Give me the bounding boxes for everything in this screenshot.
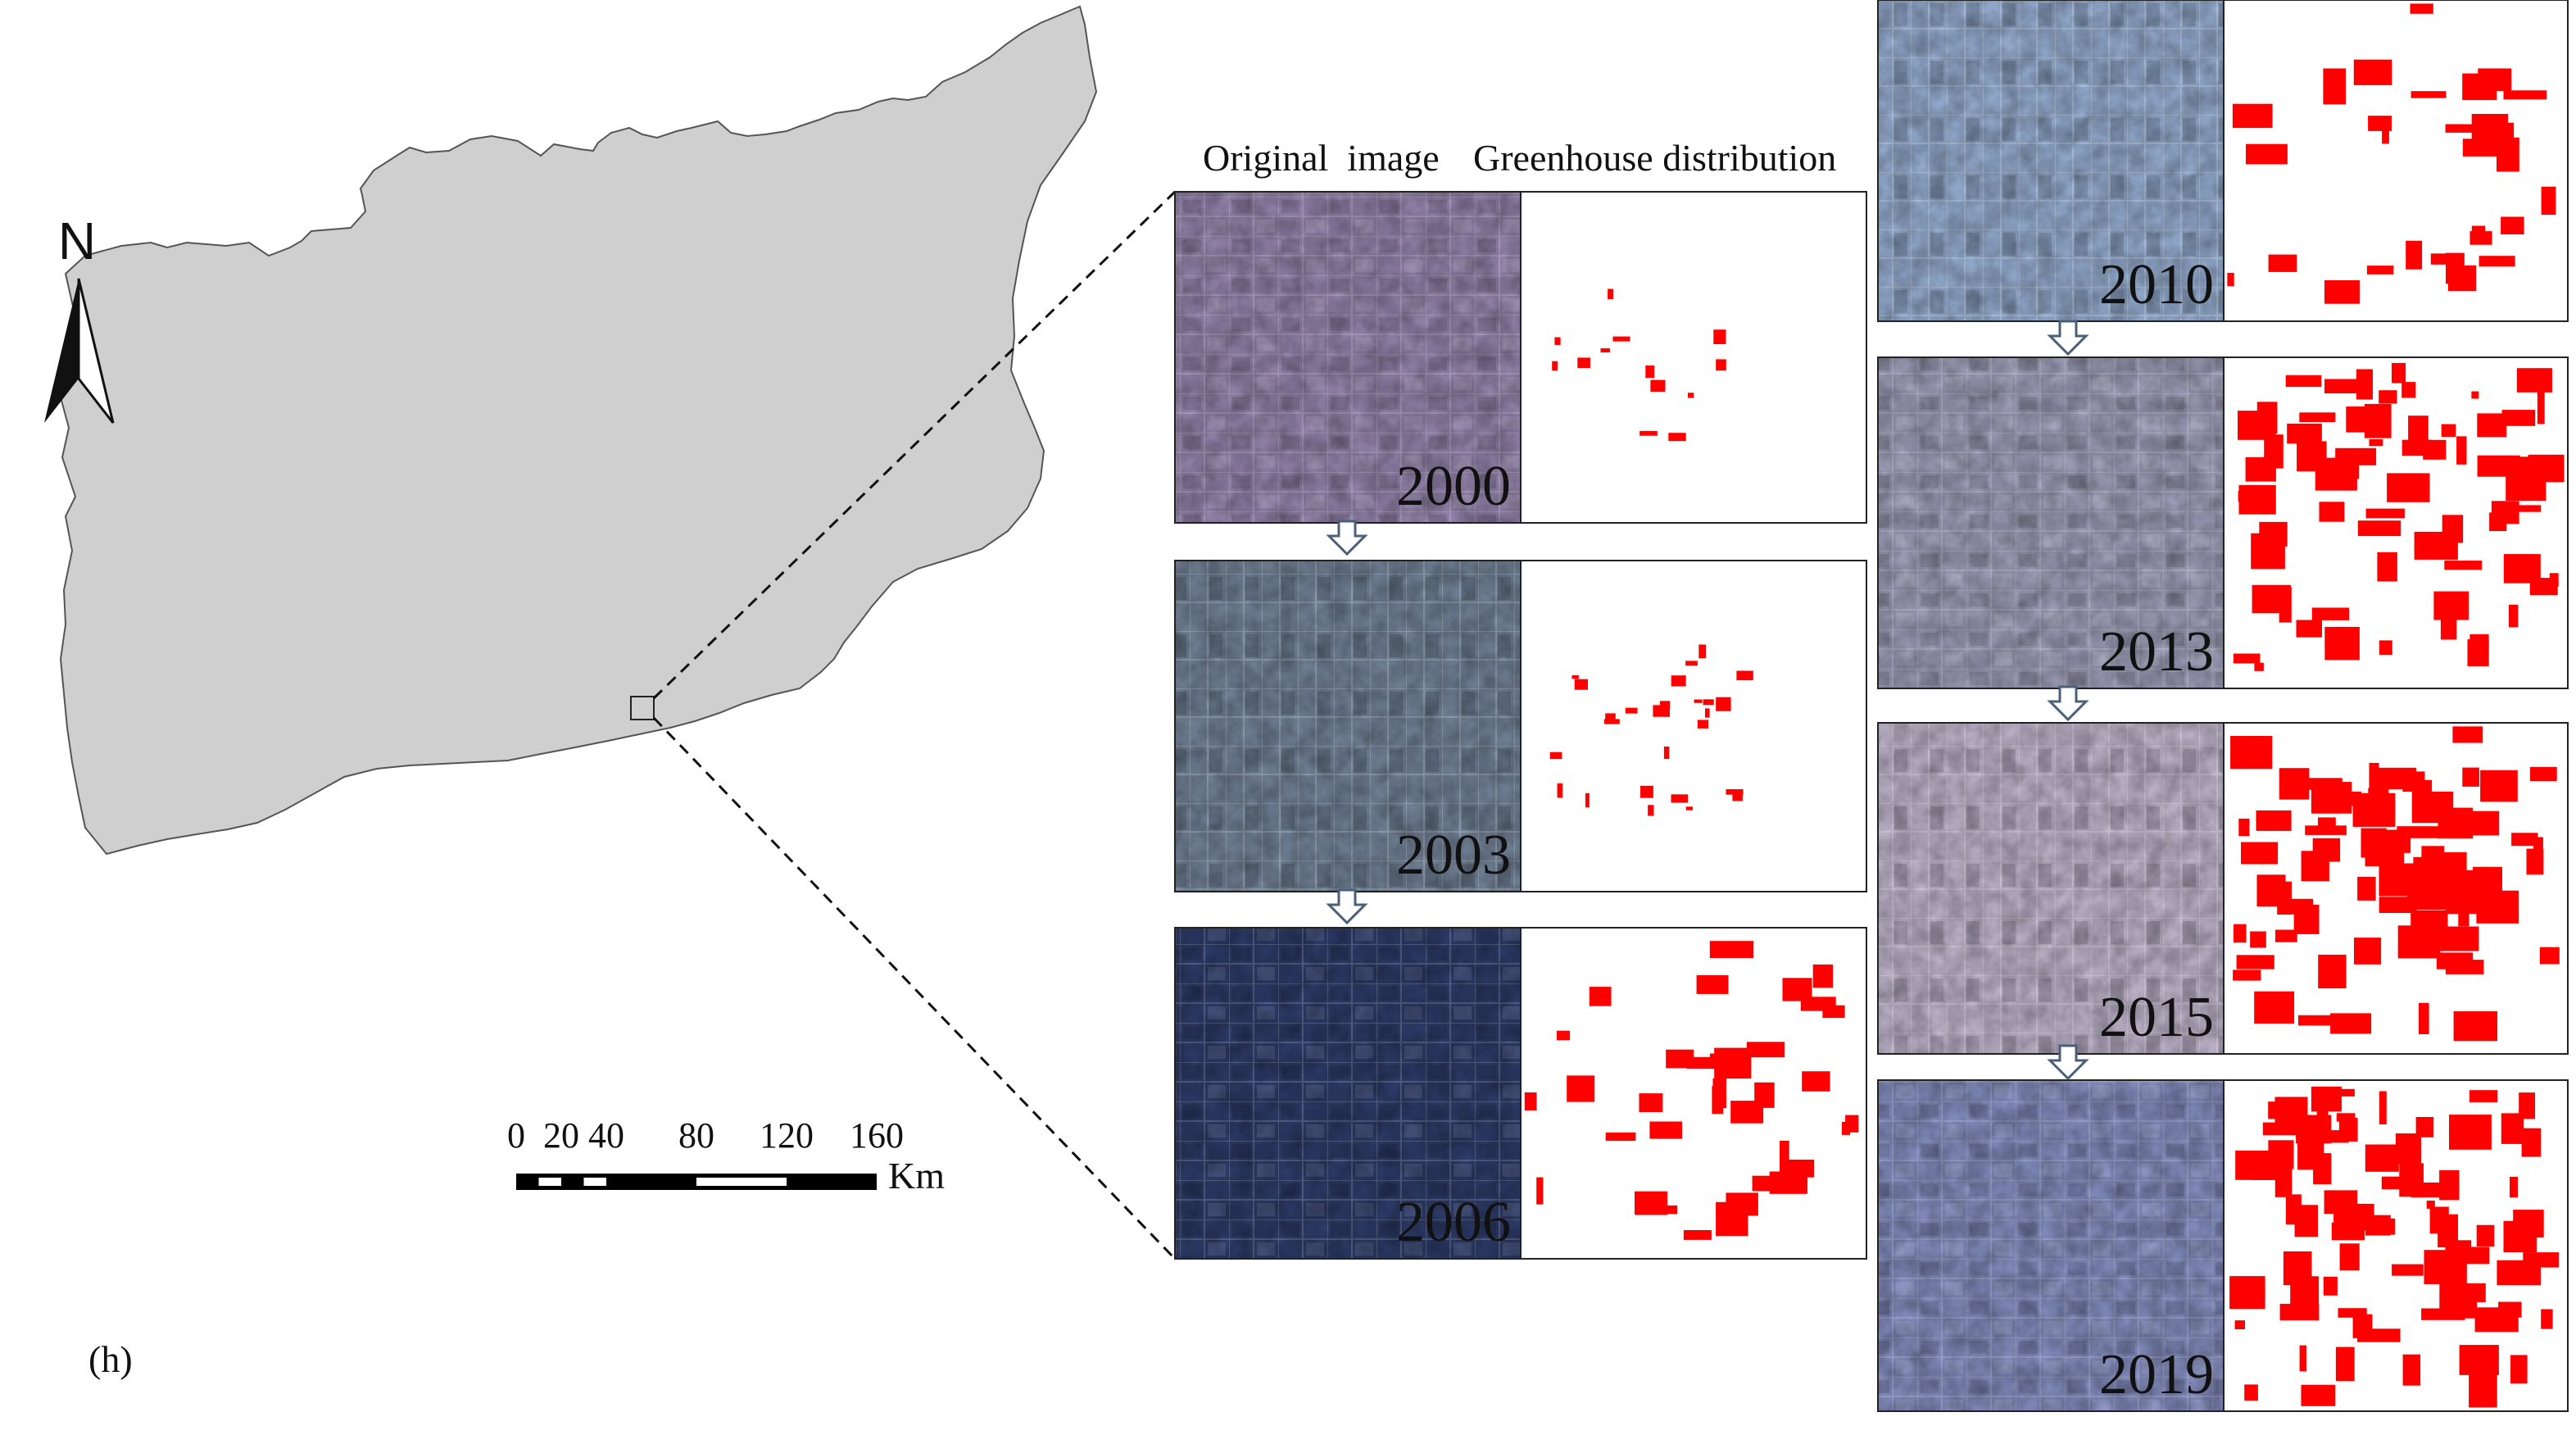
scale-bar: 0 20 40 80 120 160 Km [507, 1115, 945, 1197]
year-label-2000: 2000 [1396, 455, 1511, 518]
greenhouse-map-2000 [1520, 191, 1867, 524]
figure-label: (h) [88, 1338, 133, 1380]
scale-segment-2 [696, 1178, 787, 1186]
greenhouse-map-2013 [2223, 356, 2569, 689]
year-panel-2019: 2019 [1877, 1079, 2569, 1412]
original-image-2006 [1174, 927, 1522, 1260]
north-arrow: N [44, 211, 115, 424]
scale-tick-40: 40 [588, 1115, 624, 1156]
original-image-2013 [1877, 356, 2225, 689]
leader-line-bottom [652, 716, 1177, 1260]
zoom-leader-lines [652, 190, 1177, 1260]
greenhouse-map-2006 [1520, 927, 1867, 1260]
original-image-2010 [1877, 0, 2225, 322]
year-panel-2010: 2010 [1877, 0, 2569, 322]
year-panels: 2000 2003 2006 2010 2013 2015 2019 [1174, 0, 2569, 1412]
down-arrow-icon [2047, 320, 2089, 356]
year-panel-2013: 2013 [1877, 356, 2569, 689]
scale-tick-80: 80 [678, 1115, 714, 1156]
year-panel-2015: 2015 [1877, 722, 2569, 1055]
north-label: N [58, 211, 96, 270]
scale-segment-0 [538, 1178, 561, 1186]
year-label-2015: 2015 [2099, 986, 2214, 1049]
scale-segments [516, 1174, 877, 1190]
year-label-2003: 2003 [1396, 824, 1511, 887]
greenhouse-map-2003 [1520, 560, 1867, 892]
study-area-marker [630, 696, 655, 720]
original-image-2015 [1877, 722, 2225, 1055]
scale-tick-160: 160 [850, 1115, 904, 1156]
leader-line-top [652, 190, 1177, 700]
north-arrow-icon [44, 278, 115, 424]
header-greenhouse-distribution: Greenhouse distribution [1473, 137, 1836, 179]
greenhouse-map-2010 [2223, 0, 2569, 322]
original-image-2019 [1877, 1079, 2225, 1412]
down-arrow-icon [2047, 685, 2089, 722]
year-label-2019: 2019 [2099, 1343, 2214, 1406]
year-label-2010: 2010 [2099, 253, 2214, 316]
scale-tick-0: 0 [507, 1115, 525, 1156]
scale-tick-120: 120 [760, 1115, 814, 1156]
greenhouse-map-2015 [2223, 722, 2569, 1055]
scale-tick-labels: 0 20 40 80 120 160 [507, 1115, 904, 1156]
greenhouse-map-2019 [2223, 1079, 2569, 1412]
scale-unit: Km [888, 1155, 945, 1197]
original-image-2000 [1174, 191, 1522, 524]
original-image-2003 [1174, 560, 1522, 892]
year-label-2006: 2006 [1396, 1191, 1511, 1254]
down-arrow-icon [1326, 520, 1368, 556]
down-arrow-icon [2047, 1044, 2089, 1081]
year-panel-2000: 2000 [1174, 191, 1867, 524]
year-panel-2003: 2003 [1174, 560, 1867, 892]
year-panel-2006: 2006 [1174, 927, 1867, 1260]
scale-tick-20: 20 [543, 1115, 579, 1156]
header-original-image: Original image [1203, 137, 1440, 179]
study-region-map [56, 5, 1098, 856]
sequence-arrows [1326, 320, 2089, 1081]
scale-segment-1 [583, 1178, 606, 1186]
region-outline [56, 5, 1098, 856]
down-arrow-icon [1326, 888, 1368, 925]
year-label-2013: 2013 [2099, 620, 2214, 683]
